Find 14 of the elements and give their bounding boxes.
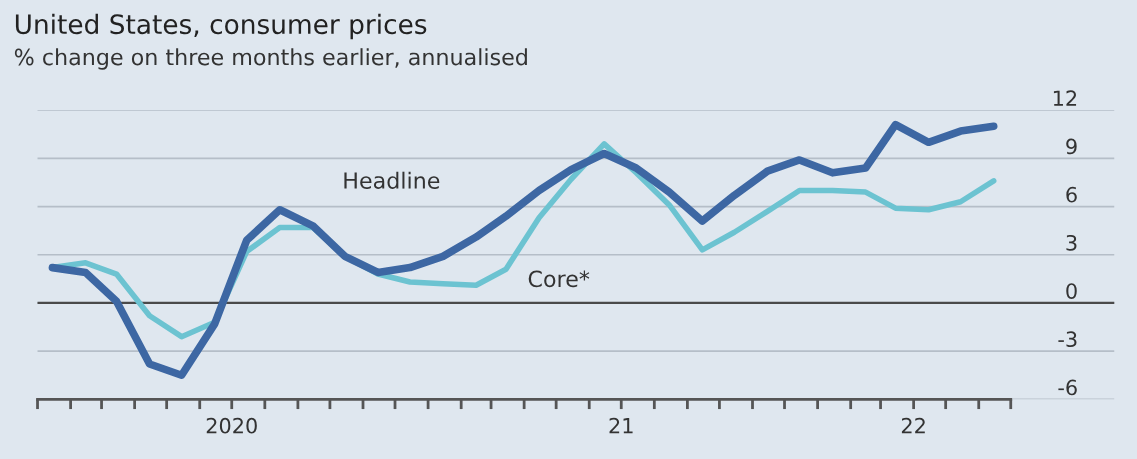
y-tick-label: 9 [1066,138,1077,155]
x-tick-label: 22 [901,417,925,434]
chart-title: United States, consumer prices [15,13,427,40]
y-tick-label: 6 [1066,186,1077,203]
x-tick-label: 21 [609,417,633,434]
y-tick-label: 12 [1053,90,1077,106]
chart-subtitle: % change on three months earlier, annualised [14,48,527,70]
y-tick-label: 0 [1066,283,1077,299]
series-label: Core* [528,270,590,288]
text: Headline [344,171,440,189]
y-tick-label: -6 [1058,379,1077,396]
x-tick-label: 2020 [206,417,257,434]
y-tick-label: 3 [1066,234,1077,251]
y-tick-label: -3 [1058,331,1077,348]
